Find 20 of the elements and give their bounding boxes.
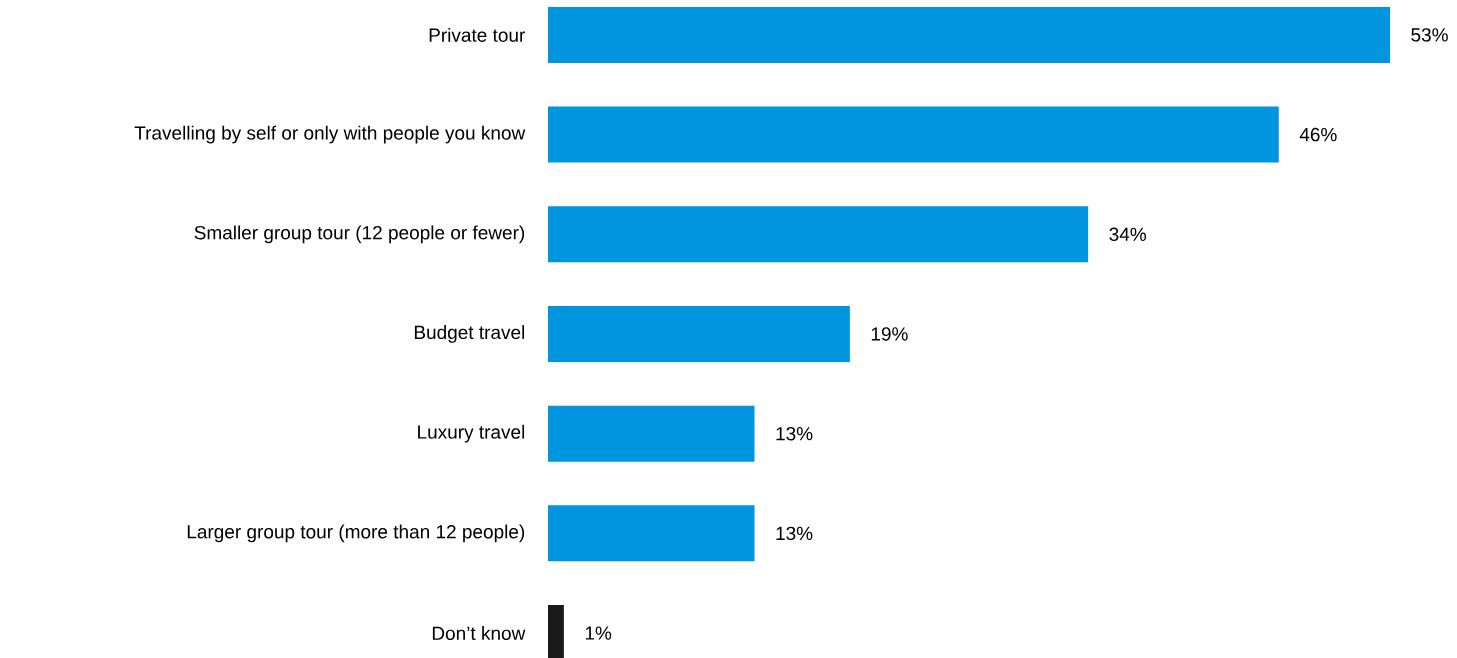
data-label: 13%: [776, 426, 813, 441]
y-tick-label: Luxury travel: [418, 424, 525, 443]
y-tick-label: Private tour: [429, 27, 525, 42]
data-label: 19%: [871, 327, 908, 341]
bar: [548, 305, 850, 362]
bar: [548, 405, 755, 462]
data-label: 34%: [1109, 227, 1147, 242]
y-tick-label: Smaller group tour (12 people or fewer): [194, 225, 525, 244]
bar: [548, 6, 1390, 63]
data-label: 1%: [585, 626, 612, 640]
y-tick-label: Budget travel: [414, 325, 525, 343]
y-tick-label: Don’t know: [432, 626, 526, 641]
data-label: 13%: [776, 526, 813, 541]
bar: [548, 106, 1279, 163]
data-label: 53%: [1411, 28, 1448, 42]
bar: [548, 206, 1089, 263]
y-tick-label: Travelling by self or only with people you know: [134, 125, 526, 144]
bar: [548, 505, 755, 562]
data-label: 46%: [1299, 127, 1337, 142]
y-tick-label: Larger group tour (more than 12 people): [187, 524, 525, 543]
